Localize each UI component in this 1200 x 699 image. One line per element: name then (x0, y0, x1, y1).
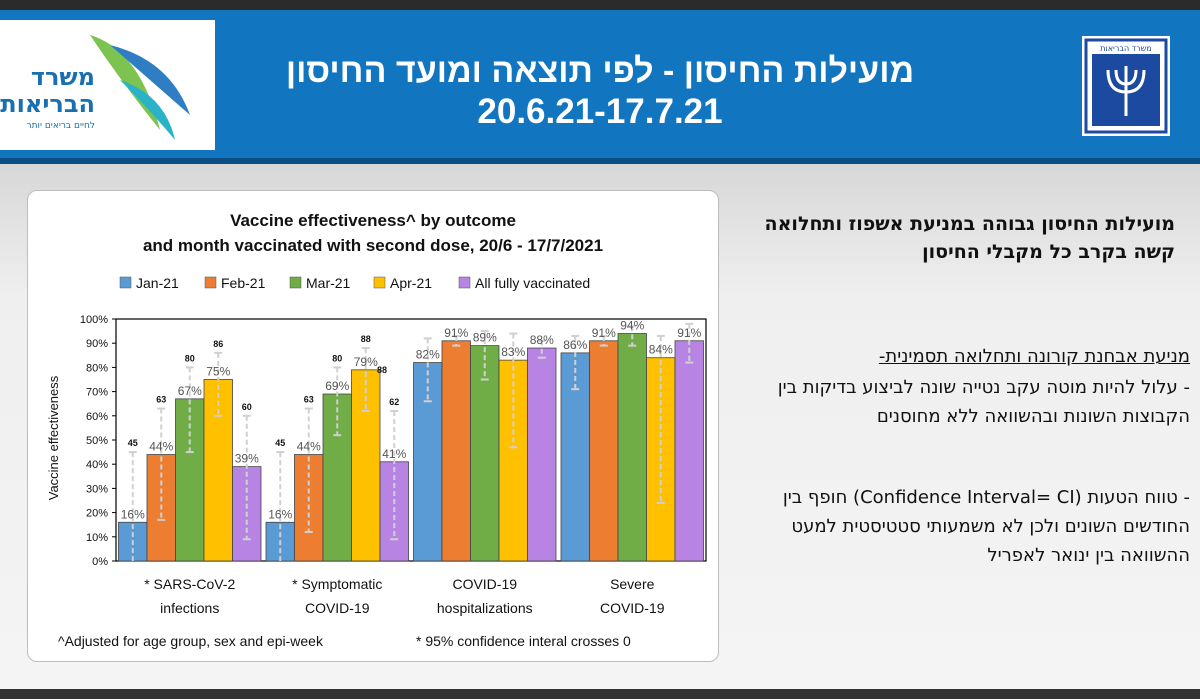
legend-swatch-1 (204, 276, 217, 289)
value-label: 44% (297, 440, 321, 454)
ci-upper-label: 63 (156, 395, 166, 405)
bar-mar-21-0 (175, 398, 205, 562)
bar-all-fully-vaccinated-3 (674, 340, 704, 562)
legend-label-3: Apr-21 (390, 275, 432, 291)
bar-feb-21-2 (441, 340, 471, 562)
chart-plot-area: 0% 10% 20% 30% 40% 50% 60% 70% 80% 90% 100% (80, 314, 707, 568)
note1-heading: מניעת אבחנת קורונה ותחלואה תסמינית- (878, 346, 1190, 367)
value-label: 94% (620, 319, 644, 333)
bottom-dark-bar (0, 689, 1200, 699)
chart-legend: Jan-21 Feb-21 Mar-21 Apr-21 All fully vaccin… (119, 275, 590, 291)
ci-upper-label: 88 (361, 334, 371, 344)
bar-jan-21-2 (413, 362, 443, 562)
y-tick-label: 0% (92, 556, 108, 568)
header-title: מועילות החיסון - לפי תוצאה ומועד החיסון (285, 52, 915, 90)
bar-mar-21-1 (322, 393, 352, 562)
bar-apr-21-1 (351, 369, 381, 562)
y-tick-label: 30% (86, 483, 108, 495)
legend-label-2: Mar-21 (306, 275, 351, 291)
ci-upper-label: 80 (185, 353, 195, 363)
legend-label-0: Jan-21 (136, 275, 179, 291)
ci-upper-label: 86 (213, 339, 223, 349)
value-label: 91% (677, 326, 701, 340)
legend-swatch-2 (289, 276, 302, 289)
chart-bars: 16% 45 16% 45 82% 86% 44% 63 44% 63 91% 91% 67% 80 69%… (118, 319, 704, 562)
value-label: 16% (268, 507, 292, 521)
legend-swatch-3 (373, 276, 386, 289)
value-label: 84% (649, 343, 673, 357)
y-tick-label: 70% (86, 387, 108, 399)
value-label: 75% (206, 365, 230, 379)
y-tick-label: 60% (86, 411, 108, 423)
legend-swatch-4 (458, 276, 471, 289)
ministry-swoosh-icon: משרד הבריאות לחיים בריאים יותר (0, 35, 190, 140)
value-label: 86% (563, 338, 587, 352)
ci-upper-label: 63 (304, 395, 314, 405)
category-label: COVID-19 (452, 576, 517, 592)
ci-upper-label: 60 (242, 402, 252, 412)
vaccine-effectiveness-chart: Vaccine effectiveness^ by outcome and mo… (46, 211, 707, 649)
legend-swatch-0 (119, 276, 132, 289)
y-tick-label: 100% (80, 314, 108, 326)
chart-panel: Vaccine effectiveness^ by outcome and mo… (27, 190, 719, 662)
ci-upper-label: 45 (128, 438, 138, 448)
value-label: 89% (473, 331, 497, 345)
top-dark-bar (0, 0, 1200, 10)
value-label: 16% (121, 507, 145, 521)
value-label: 44% (149, 440, 173, 454)
note1-body: - עלול להיות מוטה עקב נטייה שונה לביצוע … (777, 377, 1190, 427)
footnote-adjusted: ^Adjusted for age group, sex and epi-wee… (58, 633, 324, 649)
ci-upper-label: 45 (275, 438, 285, 448)
legend-label-1: Feb-21 (221, 275, 266, 291)
y-tick-label: 20% (86, 508, 108, 520)
bar-all-fully-vaccinated-2 (527, 347, 557, 562)
value-label: 41% (382, 447, 406, 461)
bar-apr-21-0 (203, 379, 233, 562)
value-label: 39% (235, 452, 259, 466)
bar-feb-21-3 (589, 340, 619, 562)
y-tick-label: 50% (86, 435, 108, 447)
value-label: 83% (501, 345, 525, 359)
chart-title-line2: and month vaccinated with second dose, 2… (143, 236, 603, 255)
logo-text-line2: הבריאות (0, 90, 95, 118)
category-label: Severe (610, 576, 655, 592)
category-label: * SARS-CoV-2 (144, 576, 235, 592)
category-label: infections (160, 600, 219, 616)
legend-label-4: All fully vaccinated (475, 275, 590, 291)
footnote-ci: * 95% confidence interal crosses 0 (416, 633, 631, 649)
value-label: 67% (178, 384, 202, 398)
logo-text-line1: משרד (31, 63, 95, 91)
y-tick-label: 40% (86, 459, 108, 471)
category-label: * Symptomatic (292, 576, 382, 592)
menorah-emblem-icon: משרד הבריאות (1084, 38, 1168, 134)
y-axis-label: Vaccine effectiveness (46, 375, 61, 500)
y-tick-label: 90% (86, 338, 108, 350)
ci-upper-label: 80 (332, 353, 342, 363)
bar-mar-21-2 (470, 345, 500, 562)
chart-title-line1: Vaccine effectiveness^ by outcome (230, 211, 516, 230)
category-label: hospitalizations (437, 600, 533, 616)
note2-body: - טווח הטעות (Confidence Interval= CI) ח… (782, 487, 1190, 566)
y-tick-label: 10% (86, 532, 108, 544)
category-label: COVID-19 (305, 600, 370, 616)
ci-upper-label-extra: 88 (377, 365, 387, 375)
value-label: 69% (325, 379, 349, 393)
emblem-text: משרד הבריאות (1100, 44, 1151, 53)
ministry-logo-left: משרד הבריאות לחיים בריאים יותר (0, 20, 215, 150)
value-label: 91% (592, 326, 616, 340)
logo-tagline: לחיים בריאים יותר (27, 121, 95, 131)
bar-mar-21-3 (617, 333, 647, 562)
y-tick-label: 80% (86, 362, 108, 374)
ci-upper-label: 62 (389, 397, 399, 407)
value-label: 82% (416, 348, 440, 362)
header-date-range: 20.6.21-17.7.21 (477, 92, 723, 131)
ministry-emblem: משרד הבריאות (1082, 36, 1170, 136)
header-divider (0, 158, 1200, 164)
value-label: 91% (444, 326, 468, 340)
chart-category-labels: * SARS-CoV-2 infections * Symptomatic COVID… (144, 576, 665, 616)
value-label: 88% (530, 333, 554, 347)
side-title: מועילות החיסון גבוהה במניעת אשפוז ותחלוא… (764, 213, 1175, 263)
value-label: 79% (354, 355, 378, 369)
category-label: COVID-19 (600, 600, 665, 616)
